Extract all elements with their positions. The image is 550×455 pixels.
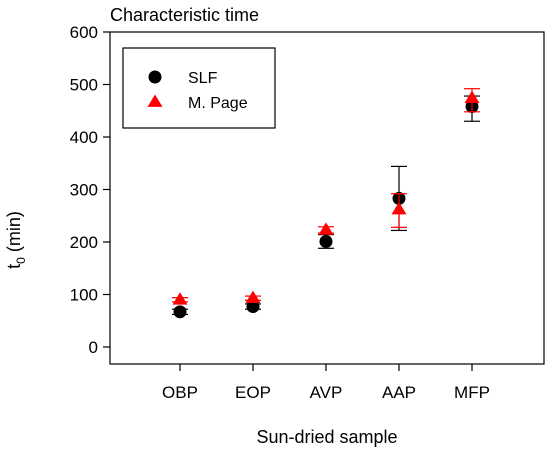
x-tick-label: MFP [454,383,490,402]
y-tick-label: 0 [89,338,98,357]
y-axis: 0 100 200 300 400 500 600 [70,23,110,357]
data-point [319,234,333,248]
legend: SLF M. Page [122,47,276,129]
x-tick-label: AAP [382,383,416,402]
y-tick-label: 300 [70,181,98,200]
legend-marker [148,70,162,84]
data-point [246,300,260,314]
y-axis-title-unit: (min) [4,211,24,257]
y-axis-title-main: t [4,264,24,269]
chart-title: Characteristic time [110,5,259,25]
y-axis-title: t0 (min) [4,211,28,269]
series-slf [172,95,480,319]
data-point [245,290,261,304]
plot-frame [109,31,545,365]
data-point [391,201,407,215]
x-axis: OBP EOP AVP AAP MFP [162,364,490,402]
x-tick-label: EOP [235,383,271,402]
data-point [172,292,188,305]
legend-items: SLF M. Page [147,70,248,112]
y-tick-label: 400 [70,128,98,147]
x-tick-label: AVP [310,383,343,402]
data-marks [172,88,480,319]
series-m-page [172,88,480,305]
data-point [173,305,187,319]
y-tick-label: 200 [70,233,98,252]
data-point [464,90,480,104]
legend-label: M. Page [188,95,248,112]
legend-label: SLF [188,70,218,87]
legend-box [122,47,276,129]
y-tick-label: 100 [70,286,98,305]
y-tick-label: 600 [70,23,98,42]
y-tick-label: 500 [70,76,98,95]
legend-marker [147,94,163,107]
y-axis-title-subscript: 0 [14,257,28,264]
x-tick-label: OBP [162,383,198,402]
x-axis-title: Sun-dried sample [256,427,397,447]
data-point [318,222,334,235]
